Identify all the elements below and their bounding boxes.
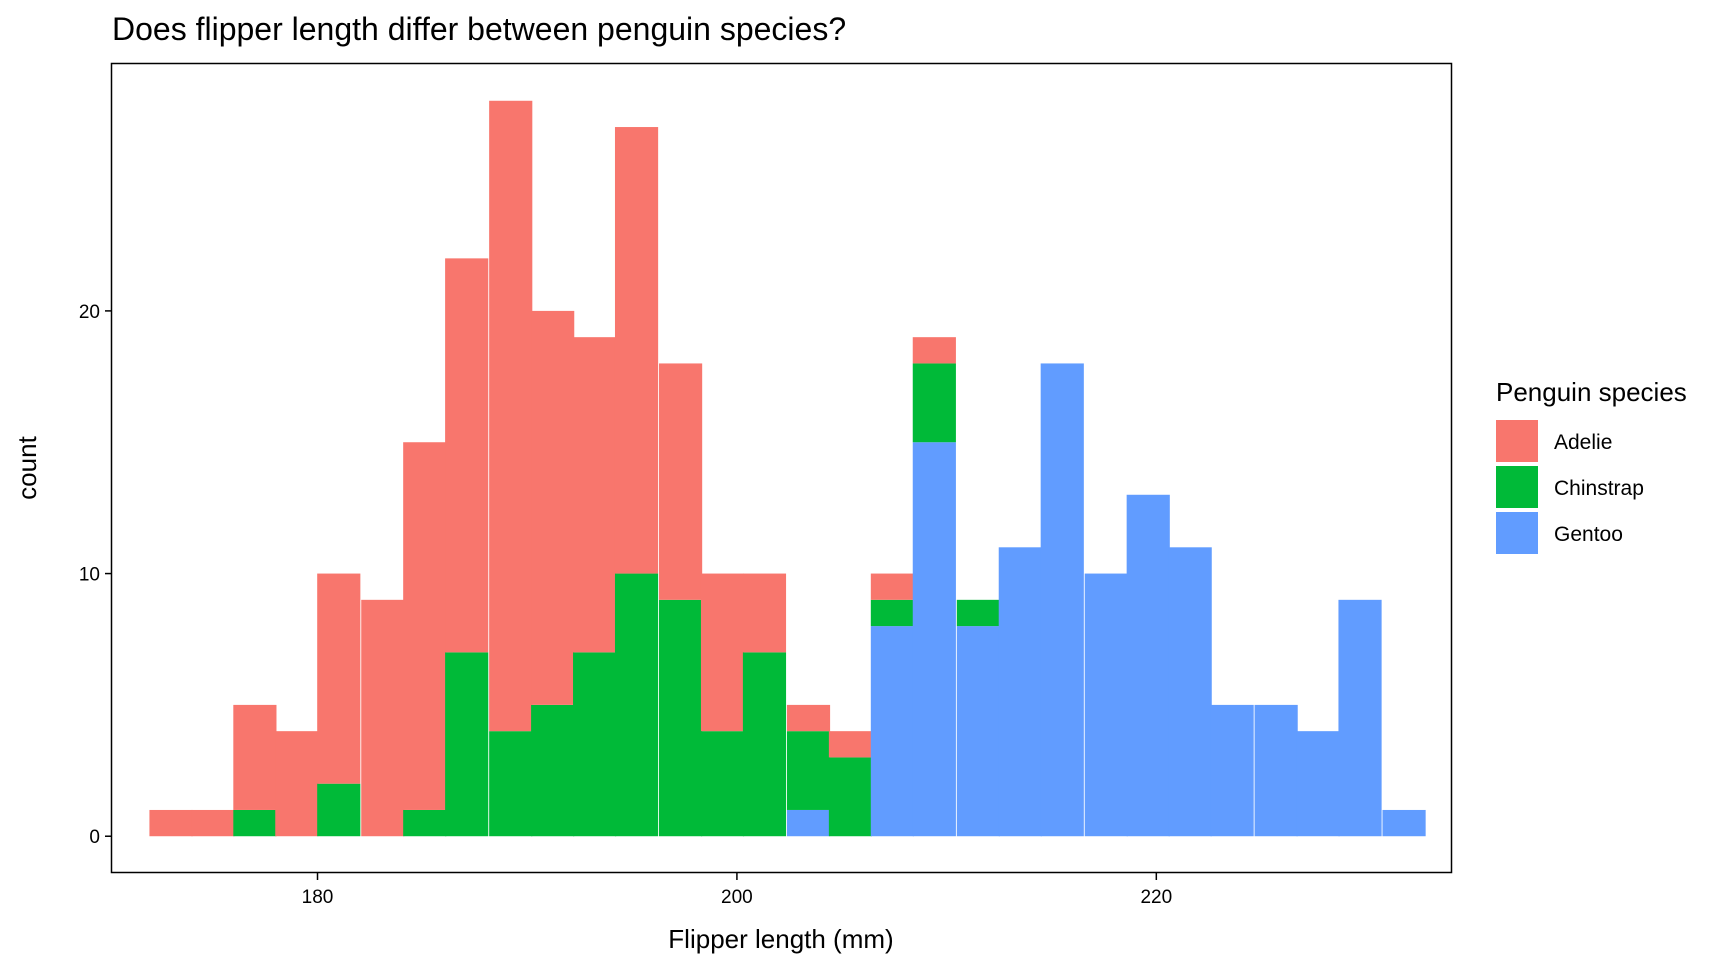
bar-adelie-6 [403, 442, 447, 810]
bar-adelie-10 [573, 337, 617, 653]
legend-label-chinstrap: Chinstrap [1554, 477, 1644, 500]
plot-panel-border [110, 62, 1453, 874]
bar-gentoo-26 [1254, 704, 1298, 837]
bar-chinstrap-14 [742, 652, 787, 837]
bar-chinstrap-8 [489, 731, 533, 837]
bar-gentoo-20 [998, 547, 1042, 837]
y-tick-label-10: 10 [79, 565, 100, 586]
bar-chinstrap-6 [403, 809, 447, 837]
legend-title: Penguin species [1496, 377, 1687, 407]
bar-gentoo-23 [1126, 494, 1170, 837]
bar-gentoo-21 [1040, 363, 1084, 837]
bar-adelie-3 [275, 731, 319, 837]
bar-chinstrap-9 [531, 704, 575, 837]
bar-chinstrap-18 [912, 363, 956, 443]
bar-gentoo-17 [870, 626, 914, 837]
y-axis-title: count [12, 435, 42, 499]
bar-adelie-5 [361, 599, 405, 837]
bar-chinstrap-15 [786, 731, 831, 810]
bar-chinstrap-16 [828, 757, 873, 837]
bar-chinstrap-13 [700, 731, 745, 837]
bar-chinstrap-11 [614, 573, 659, 837]
bar-adelie-14 [742, 573, 787, 653]
bar-chinstrap-19 [956, 599, 1000, 627]
bar-gentoo-28 [1338, 599, 1382, 837]
bar-chinstrap-10 [573, 652, 617, 837]
bar-chinstrap-12 [659, 599, 703, 837]
x-tick-label-200: 200 [721, 887, 753, 908]
legend-swatch-gentoo [1496, 512, 1538, 554]
bar-gentoo-18 [912, 442, 956, 837]
bar-adelie-8 [489, 100, 533, 732]
y-tick-label-0: 0 [89, 827, 100, 848]
bar-gentoo-22 [1084, 573, 1128, 837]
bar-chinstrap-17 [870, 599, 914, 627]
bar-adelie-11 [614, 127, 659, 574]
bar-gentoo-15 [786, 809, 831, 837]
bar-adelie-1 [191, 809, 235, 837]
y-axis: 0 10 20 [79, 302, 112, 848]
x-axis-title: Flipper length (mm) [668, 924, 893, 954]
legend-label-adelie: Adelie [1554, 431, 1612, 454]
bar-adelie-15 [786, 704, 831, 732]
bar-gentoo-24 [1168, 547, 1212, 837]
bar-chinstrap-4 [317, 783, 361, 837]
bar-chinstrap-2 [233, 809, 277, 837]
bar-chinstrap-7 [445, 652, 489, 837]
bar-gentoo-29 [1382, 809, 1426, 837]
bar-gentoo-19 [956, 626, 1000, 837]
bar-adelie-4 [317, 573, 361, 784]
legend-label-gentoo: Gentoo [1554, 523, 1623, 546]
histogram-bars [149, 100, 1426, 837]
bar-gentoo-27 [1296, 731, 1340, 837]
legend-swatch-chinstrap [1496, 466, 1538, 508]
bar-adelie-13 [700, 573, 745, 732]
x-tick-label-180: 180 [302, 887, 334, 908]
chart-title: Does flipper length differ between pengu… [112, 11, 846, 47]
bar-adelie-7 [445, 258, 489, 653]
x-tick-label-220: 220 [1140, 887, 1172, 908]
bar-adelie-2 [233, 704, 277, 810]
bar-gentoo-25 [1210, 704, 1254, 837]
bar-adelie-18 [912, 337, 956, 364]
legend: Penguin species Adelie Chinstrap Gentoo [1496, 377, 1687, 554]
bar-adelie-16 [828, 731, 873, 758]
x-axis: 180 200 220 [302, 873, 1172, 908]
y-tick-label-20: 20 [79, 302, 100, 323]
legend-swatch-adelie [1496, 420, 1538, 462]
bar-adelie-9 [531, 310, 575, 705]
bar-adelie-0 [149, 809, 193, 837]
bar-adelie-17 [870, 573, 914, 600]
bar-adelie-12 [659, 363, 703, 600]
